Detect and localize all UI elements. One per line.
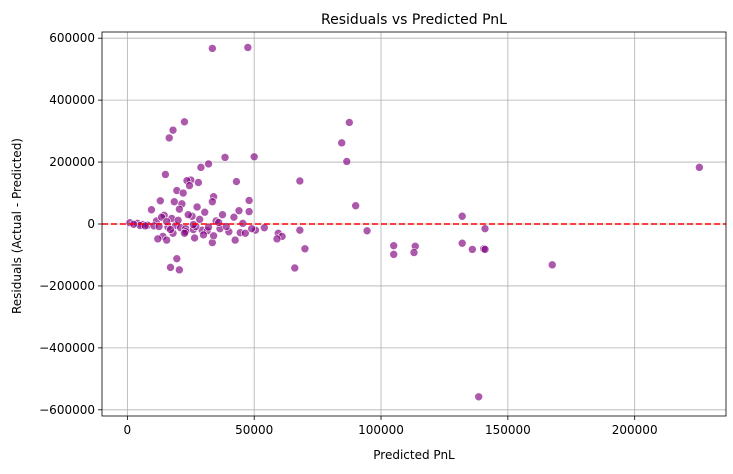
scatter-point — [218, 210, 227, 220]
scatter-point — [190, 233, 199, 243]
scatter-point — [166, 263, 175, 272]
scatter-point — [175, 265, 184, 275]
scatter-point — [173, 215, 183, 225]
scatter-point — [214, 218, 223, 227]
scatter-point — [204, 159, 213, 169]
y-tick-label: 200000 — [49, 155, 95, 169]
scatter-point — [290, 263, 300, 273]
x-tick-label: 150000 — [485, 423, 531, 437]
scatter-point — [200, 207, 210, 217]
scatter-point — [351, 201, 360, 211]
scatter-point — [272, 234, 282, 244]
scatter-point — [244, 207, 254, 216]
scatter-point — [234, 206, 244, 215]
scatter-point — [166, 225, 175, 234]
x-tick-label: 100000 — [358, 423, 404, 437]
y-tick-label: −200000 — [39, 279, 95, 293]
scatter-point — [244, 196, 254, 205]
scatter-point — [194, 178, 203, 187]
scatter-point — [362, 226, 372, 236]
scatter-point — [169, 197, 179, 206]
scatter-point — [208, 197, 217, 206]
points-layer — [125, 43, 704, 402]
scatter-point — [345, 118, 354, 127]
scatter-point — [172, 254, 182, 263]
y-tick-label: 0 — [87, 217, 95, 231]
scatter-point — [220, 153, 230, 162]
scatter-point — [199, 230, 208, 240]
scatter-point — [260, 223, 269, 233]
scatter-point — [409, 248, 419, 257]
scatter-point — [204, 222, 213, 232]
y-tick-label: −400000 — [39, 341, 95, 355]
scatter-point — [457, 238, 467, 248]
scatter-point — [474, 392, 483, 402]
y-tick-label: −600000 — [39, 403, 95, 417]
scatter-point — [232, 177, 241, 186]
y-tick-label: 400000 — [49, 93, 95, 107]
scatter-point — [156, 196, 165, 206]
scatter-point — [342, 157, 352, 166]
scatter-point — [389, 241, 399, 250]
scatter-point — [249, 152, 259, 162]
scatter-point — [178, 188, 188, 198]
x-tick-label: 50000 — [235, 423, 273, 437]
y-axis-ticks: −600000 −400000 −200000 0 200000 400000 600000 — [39, 31, 102, 417]
scatter-point — [695, 163, 704, 172]
scatter-point — [480, 245, 490, 254]
scatter-point — [153, 234, 163, 244]
scatter-point — [175, 204, 184, 214]
scatter-point — [241, 228, 250, 238]
scatter-point — [180, 117, 189, 127]
scatter-point — [185, 181, 194, 190]
scatter-point — [183, 210, 193, 220]
scatter-point — [230, 235, 240, 245]
scatter-point — [468, 245, 477, 254]
scatter-point — [229, 212, 239, 222]
y-axis-label: Residuals (Actual - Predicted) — [10, 138, 24, 314]
scatter-point — [192, 202, 202, 212]
scatter-point — [300, 244, 310, 254]
scatter-point — [457, 211, 467, 221]
scatter-point — [389, 250, 399, 259]
scatter-point — [140, 221, 150, 231]
x-tick-label: 200000 — [612, 423, 658, 437]
scatter-point — [295, 225, 305, 235]
scatter-point — [195, 215, 204, 224]
scatter-point — [547, 260, 557, 270]
x-axis-ticks: 0 50000 100000 150000 200000 — [124, 416, 658, 437]
scatter-point — [337, 138, 347, 148]
scatter-point — [209, 231, 218, 241]
scatter-point — [162, 235, 171, 245]
x-tick-label: 0 — [124, 423, 132, 437]
x-axis-label: Predicted PnL — [373, 448, 455, 462]
scatter-point — [161, 170, 170, 179]
chart-title: Residuals vs Predicted PnL — [321, 12, 507, 28]
scatter-point — [480, 224, 490, 233]
scatter-point — [208, 44, 217, 53]
y-tick-label: 600000 — [49, 31, 95, 45]
scatter-point — [247, 224, 256, 233]
scatter-point — [196, 163, 206, 172]
scatter-point — [243, 43, 253, 52]
scatter-point — [164, 133, 174, 143]
scatter-point — [168, 125, 178, 135]
scatter-point — [180, 228, 189, 238]
scatter-point — [147, 205, 156, 215]
scatter-point — [295, 176, 305, 186]
